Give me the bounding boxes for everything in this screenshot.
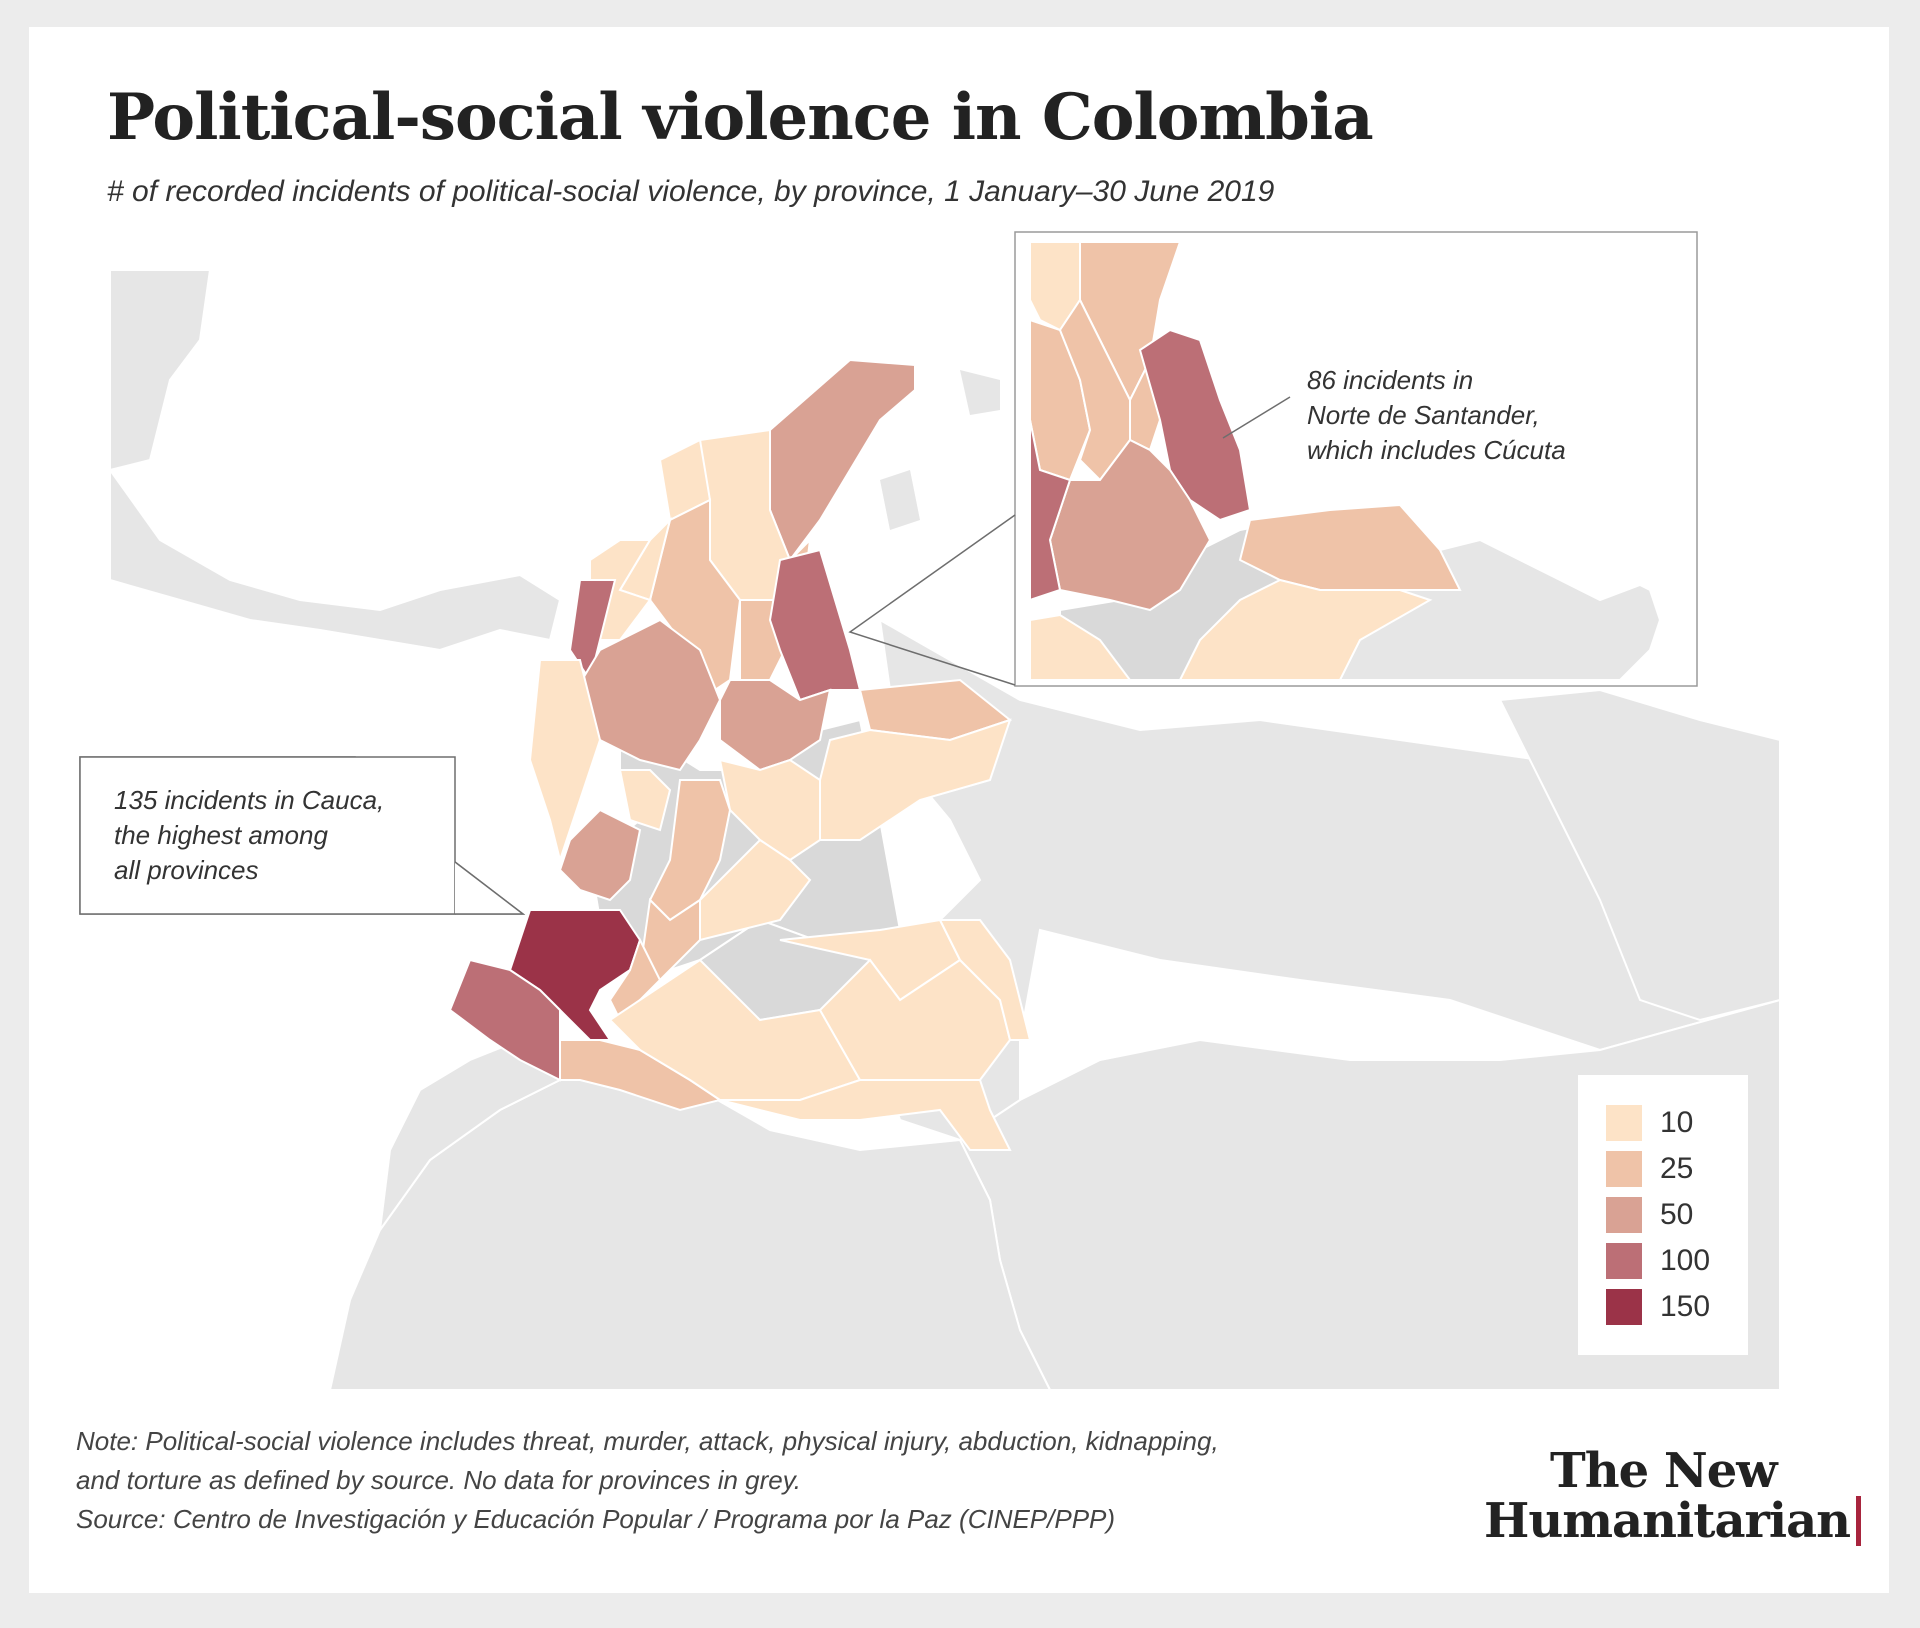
source-line: Source: Centro de Investigación y Educac… <box>76 1504 1116 1534</box>
island <box>960 370 1000 415</box>
note-line: and torture as defined by source. No dat… <box>76 1465 802 1495</box>
logo-line-2: Humanitarian <box>1484 1493 1862 1549</box>
inset-province-4 <box>1058 298 1131 482</box>
inset-map <box>1014 231 1698 687</box>
callout-line: all provinces <box>114 855 259 885</box>
map-background <box>109 269 1781 1391</box>
legend-label: 25 <box>1660 1152 1694 1185</box>
legend-swatch <box>1606 1151 1642 1187</box>
island <box>880 470 920 530</box>
callout-line: Norte de Santander, <box>1307 400 1540 430</box>
page-subtitle: # of recorded incidents of political-soc… <box>107 175 1275 208</box>
legend-swatch <box>1606 1197 1642 1233</box>
callout-line: 86 incidents in <box>1307 365 1474 395</box>
callout-line: 135 incidents in Cauca, <box>114 785 385 815</box>
central-america-land <box>109 269 212 472</box>
province-norte-de-santander <box>768 548 862 702</box>
guyana-land <box>1498 688 1781 1022</box>
legend-label: 50 <box>1660 1198 1694 1231</box>
callout-line: the highest among <box>114 820 328 850</box>
note-line: Note: Political-social violence includes… <box>76 1426 1219 1456</box>
norte-callout-line <box>1222 396 1291 439</box>
province-guainia <box>938 919 1032 1041</box>
province-la-guajira <box>769 358 916 563</box>
cauca-callout-pointer <box>454 861 526 915</box>
province-vaupes <box>818 958 1012 1081</box>
legend: 10 25 50 100 150 <box>1578 1075 1748 1355</box>
legend-swatch <box>1606 1289 1642 1325</box>
province-caldas-risaralda <box>618 769 672 832</box>
colombia-provinces <box>448 358 1032 1151</box>
logo-line: The New <box>1550 1443 1778 1499</box>
province-meta <box>699 838 812 942</box>
province-valle <box>558 808 642 902</box>
callout-line: which includes Cúcuta <box>1307 435 1566 465</box>
logo-accent-bar <box>1856 1496 1862 1546</box>
province-choco <box>528 659 602 864</box>
legend-swatch <box>1606 1105 1642 1141</box>
panama-land <box>109 466 562 652</box>
source-note: Note: Political-social violence includes… <box>76 1422 1219 1539</box>
page-title: Political-social violence in Colombia <box>107 80 1374 155</box>
legend-label: 150 <box>1660 1290 1711 1323</box>
legend-swatch <box>1606 1243 1642 1279</box>
legend-label: 10 <box>1660 1106 1694 1139</box>
province-amazonas <box>719 1079 1012 1151</box>
inset-province-norte-de-santander <box>1138 328 1252 522</box>
legend-label: 100 <box>1660 1244 1711 1277</box>
logo-line: Humanitarian <box>1484 1493 1851 1549</box>
province-santander <box>719 679 832 772</box>
cauca-callout: 135 incidents in Cauca, the highest amon… <box>114 783 384 888</box>
province-putumayo <box>559 1039 723 1112</box>
inset-connector <box>848 514 1016 686</box>
inset-province-west <box>1029 419 1072 602</box>
cauca-callout-box <box>79 756 456 915</box>
inset-province-casanare <box>1178 578 1433 681</box>
inset-province-south <box>1029 613 1132 681</box>
province-boyaca <box>718 758 821 862</box>
the-new-humanitarian-logo: The New Humanitarian <box>1484 1443 1862 1549</box>
norte-de-santander-callout: 86 incidents in Norte de Santander, whic… <box>1307 363 1566 468</box>
inset-province-arauca <box>1238 503 1462 591</box>
